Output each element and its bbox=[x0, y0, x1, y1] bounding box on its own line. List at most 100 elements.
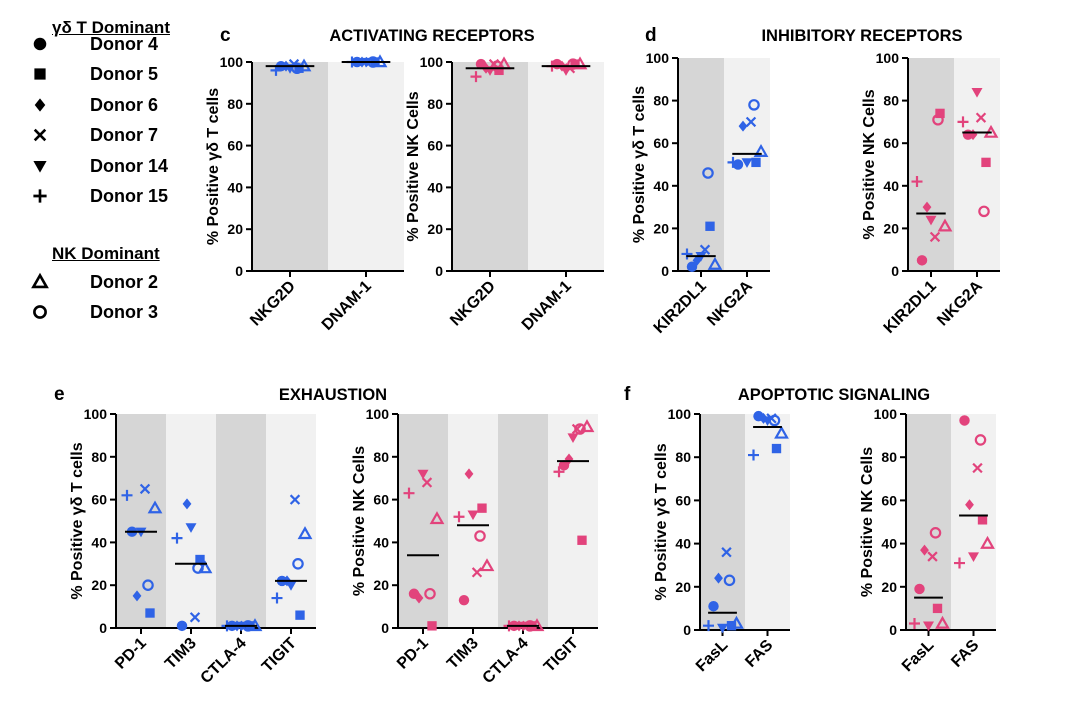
legend-entry: Donor 7 bbox=[26, 123, 158, 147]
data-point bbox=[920, 544, 929, 556]
x-tick-label: NKG2D bbox=[247, 278, 299, 330]
panel-title: ACTIVATING RECEPTORS bbox=[329, 27, 534, 45]
data-point bbox=[470, 71, 482, 83]
y-tick-label: 100 bbox=[876, 50, 900, 66]
x-tick-label: FasL bbox=[899, 637, 938, 676]
data-point bbox=[751, 157, 761, 168]
data-point bbox=[974, 434, 987, 446]
data-point bbox=[479, 558, 495, 572]
legend-label: Donor 2 bbox=[90, 271, 159, 292]
panel-letter-c: c bbox=[220, 25, 231, 46]
category-band bbox=[116, 414, 166, 628]
data-point bbox=[147, 500, 163, 514]
panel-letter-d: d bbox=[645, 25, 657, 46]
y-tick-label: 60 bbox=[883, 135, 899, 151]
category-band bbox=[452, 62, 528, 271]
data-point bbox=[145, 608, 155, 618]
x-tick-label: PD-1 bbox=[112, 635, 150, 673]
data-point bbox=[717, 623, 728, 634]
data-point bbox=[702, 167, 714, 179]
y-tick-label: 0 bbox=[381, 620, 389, 636]
data-point bbox=[727, 156, 739, 168]
legend-label: Donor 7 bbox=[90, 124, 159, 145]
y-tick-label: 100 bbox=[220, 54, 244, 70]
data-point bbox=[738, 120, 748, 132]
panel-title: INHIBITORY RECEPTORS bbox=[761, 27, 962, 45]
chart-c-gdt: 0 20 40 60 80 100 NKG2D DNAM-1 % Positive γδ T c… bbox=[205, 54, 404, 334]
category-band bbox=[528, 62, 604, 271]
y-tick-label: 60 bbox=[881, 492, 897, 508]
category-band bbox=[678, 58, 724, 271]
y-tick-label: 80 bbox=[675, 449, 691, 465]
y-tick-label: 20 bbox=[373, 577, 389, 593]
data-point bbox=[291, 62, 303, 75]
y-tick-label: 20 bbox=[883, 220, 899, 236]
data-point bbox=[925, 215, 937, 226]
data-point bbox=[121, 489, 133, 501]
data-point bbox=[567, 58, 579, 70]
x-tick-label: NKG2A bbox=[704, 277, 756, 329]
data-point bbox=[748, 449, 759, 461]
legend-marker-square bbox=[34, 68, 46, 80]
data-point bbox=[721, 547, 732, 558]
y-tick-label: 100 bbox=[646, 50, 670, 66]
data-point bbox=[427, 621, 437, 631]
data-point bbox=[748, 99, 760, 111]
legend-marker-shape bbox=[33, 128, 47, 142]
data-point bbox=[741, 158, 753, 168]
data-point bbox=[932, 603, 943, 614]
y-axis-label: % Positive γδ T cells bbox=[205, 88, 222, 245]
data-point bbox=[916, 255, 928, 266]
category-band bbox=[908, 58, 954, 271]
data-point bbox=[723, 574, 736, 587]
category-band bbox=[448, 414, 498, 628]
data-point bbox=[981, 157, 991, 168]
data-point bbox=[453, 511, 465, 523]
y-tick-label: 60 bbox=[427, 138, 443, 154]
data-point bbox=[909, 618, 920, 630]
panel-title: EXHAUSTION bbox=[279, 386, 387, 404]
data-point bbox=[477, 503, 487, 513]
y-axis-label: % Positive γδ T cells bbox=[653, 443, 670, 600]
y-tick-label: 60 bbox=[675, 492, 691, 508]
y-tick-label: 0 bbox=[99, 620, 107, 636]
legend-label: Donor 5 bbox=[90, 63, 159, 84]
y-tick-label: 80 bbox=[883, 93, 899, 109]
legend-marker-triangle-open bbox=[31, 272, 49, 289]
legend-label: Donor 15 bbox=[90, 185, 169, 206]
category-band bbox=[498, 414, 548, 628]
y-tick-label: 60 bbox=[653, 135, 669, 151]
y-tick-label: 80 bbox=[881, 449, 897, 465]
legend-marker-diamond bbox=[34, 98, 46, 112]
x-tick-label: CTLA-4 bbox=[480, 635, 532, 687]
data-point bbox=[467, 510, 479, 521]
legend-entry: Donor 5 bbox=[26, 62, 158, 86]
data-point bbox=[189, 612, 201, 623]
category-band bbox=[398, 414, 448, 628]
y-tick-label: 60 bbox=[227, 138, 243, 154]
data-point bbox=[977, 515, 988, 525]
data-point bbox=[932, 113, 944, 126]
y-tick-label: 20 bbox=[653, 220, 669, 236]
x-tick-label: DNAM-1 bbox=[519, 278, 575, 334]
chart-f-gdt: 0 20 40 60 80 100 FasL FAS % Positive γδ T cells bbox=[653, 406, 790, 675]
legend-marker-shape bbox=[33, 305, 47, 319]
y-tick-label: 80 bbox=[373, 449, 389, 465]
category-band bbox=[548, 414, 598, 628]
data-point bbox=[729, 615, 744, 629]
data-point bbox=[745, 116, 757, 128]
legend-label: Donor 4 bbox=[90, 33, 159, 54]
chart-f-nk: 0 20 40 60 80 100 FasL FAS % Positive NK Cells bbox=[859, 406, 996, 675]
data-point bbox=[414, 592, 424, 604]
data-point bbox=[417, 469, 429, 480]
category-band bbox=[745, 414, 790, 630]
data-point bbox=[474, 530, 486, 542]
data-point bbox=[558, 460, 570, 471]
data-point bbox=[491, 60, 503, 72]
data-point bbox=[705, 221, 715, 231]
category-band bbox=[951, 414, 996, 630]
